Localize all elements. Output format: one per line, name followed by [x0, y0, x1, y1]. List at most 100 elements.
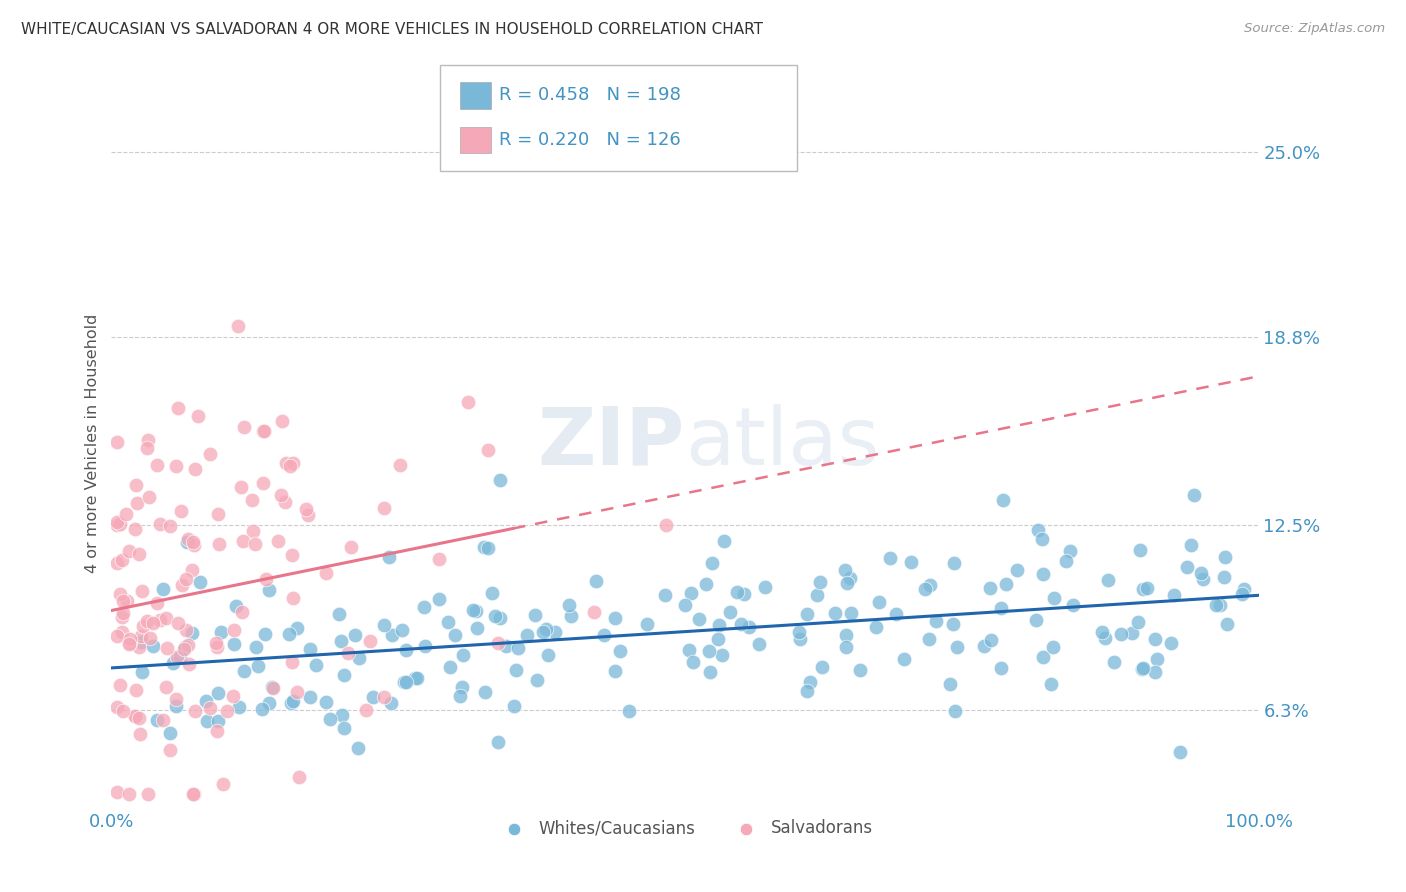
Point — [406, 671, 429, 685]
Point — [848, 663, 870, 677]
Point — [105, 557, 128, 571]
Point — [835, 627, 858, 641]
Point — [298, 641, 321, 656]
Point — [373, 501, 395, 516]
Point — [222, 637, 245, 651]
Point — [544, 625, 567, 640]
Point — [117, 594, 139, 608]
Point — [391, 623, 413, 637]
Point — [673, 599, 696, 613]
Point — [245, 640, 267, 655]
Point — [131, 628, 153, 642]
Point — [1059, 543, 1081, 558]
Point — [287, 684, 309, 698]
Point — [167, 616, 190, 631]
Point — [990, 601, 1012, 615]
Point — [188, 574, 211, 589]
Point — [212, 777, 235, 791]
Point — [1097, 574, 1119, 588]
Point — [636, 617, 658, 632]
Point — [838, 572, 860, 586]
Point — [207, 685, 229, 699]
Point — [787, 625, 810, 640]
Point — [181, 625, 204, 640]
Point — [413, 639, 436, 653]
Point — [177, 638, 200, 652]
Point — [1232, 587, 1254, 601]
Point — [110, 624, 132, 639]
Point — [222, 623, 245, 637]
Point — [1091, 625, 1114, 640]
Point — [457, 395, 479, 409]
Point — [443, 628, 465, 642]
Point — [232, 534, 254, 549]
Point — [808, 574, 831, 589]
Point — [209, 625, 232, 640]
Point — [361, 690, 384, 704]
Point — [1192, 573, 1215, 587]
Point — [879, 551, 901, 566]
Point — [186, 409, 208, 423]
Point — [946, 640, 969, 654]
Point — [250, 702, 273, 716]
Point — [173, 641, 195, 656]
Point — [111, 610, 134, 624]
Point — [115, 507, 138, 521]
Point — [118, 632, 141, 646]
Point — [796, 684, 818, 698]
Point — [1160, 636, 1182, 650]
Point — [537, 648, 560, 663]
Point — [413, 600, 436, 615]
Point — [1130, 662, 1153, 676]
Point — [315, 566, 337, 580]
Point — [465, 621, 488, 635]
Point — [884, 607, 907, 622]
Point — [197, 714, 219, 729]
Point — [1143, 665, 1166, 680]
Point — [169, 649, 191, 664]
Point — [1146, 652, 1168, 666]
Point — [451, 648, 474, 662]
Point — [124, 709, 146, 723]
Point — [118, 637, 141, 651]
Point — [1209, 599, 1232, 613]
Point — [495, 639, 517, 653]
Point — [194, 694, 217, 708]
Point — [181, 787, 204, 801]
Point — [181, 563, 204, 577]
Point — [560, 608, 582, 623]
Point — [240, 493, 263, 508]
Point — [1213, 570, 1236, 584]
Point — [281, 549, 304, 563]
Point — [754, 580, 776, 594]
Point — [165, 458, 187, 473]
Point — [159, 519, 181, 533]
Point — [176, 572, 198, 586]
Point — [1163, 588, 1185, 602]
Point — [489, 611, 512, 625]
Text: WHITE/CAUCASIAN VS SALVADORAN 4 OR MORE VEHICLES IN HOUSEHOLD CORRELATION CHART: WHITE/CAUCASIAN VS SALVADORAN 4 OR MORE … — [21, 22, 763, 37]
Point — [733, 587, 755, 601]
Point — [145, 458, 167, 472]
Point — [124, 708, 146, 723]
Point — [356, 703, 378, 717]
Point — [1031, 532, 1053, 546]
Point — [276, 457, 298, 471]
Point — [208, 537, 231, 551]
Point — [389, 458, 412, 473]
Point — [834, 563, 856, 577]
Point — [868, 595, 890, 609]
Point — [920, 578, 942, 592]
Point — [233, 419, 256, 434]
Point — [973, 639, 995, 653]
Point — [1132, 661, 1154, 675]
Point — [707, 617, 730, 632]
Point — [558, 599, 581, 613]
Point — [1026, 524, 1049, 538]
Point — [145, 596, 167, 610]
Point — [619, 704, 641, 718]
Point — [336, 646, 359, 660]
Point — [994, 577, 1017, 591]
Legend: Whites/Caucasians, Salvadorans: Whites/Caucasians, Salvadorans — [491, 813, 880, 844]
Point — [465, 604, 488, 618]
